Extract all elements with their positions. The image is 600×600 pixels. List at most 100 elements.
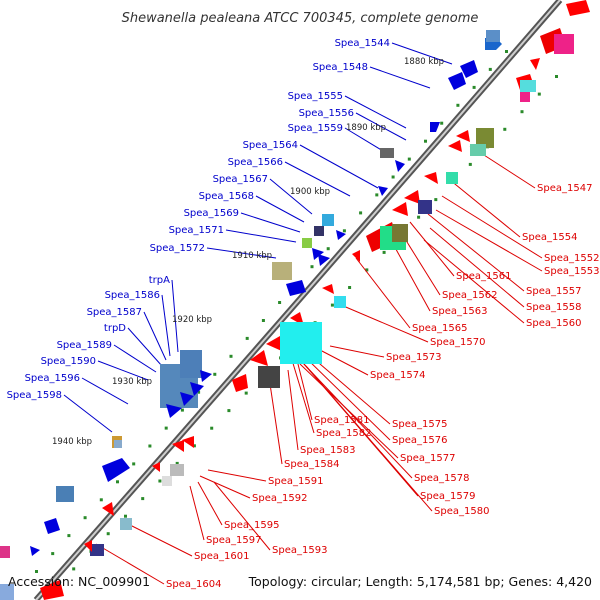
- gene-label[interactable]: Spea_1595: [224, 520, 279, 531]
- gene-arrow[interactable]: [395, 160, 405, 172]
- gene-arrow[interactable]: [180, 392, 194, 406]
- gene-label[interactable]: Spea_1593: [272, 545, 327, 556]
- gene-arrow[interactable]: [448, 72, 466, 90]
- gene-label[interactable]: Spea_1597: [206, 535, 261, 546]
- gene-arrow[interactable]: [456, 130, 470, 142]
- gene-label[interactable]: Spea_1574: [370, 370, 425, 381]
- gene-label[interactable]: Spea_1581: [314, 415, 369, 426]
- gene-label[interactable]: Spea_1587: [87, 307, 142, 318]
- gene-arrow[interactable]: [286, 280, 306, 296]
- gene-arrow[interactable]: [182, 436, 194, 448]
- gene-arrow[interactable]: [102, 458, 130, 482]
- gene-label[interactable]: Spea_1567: [213, 174, 268, 185]
- gene-label[interactable]: Spea_1586: [105, 290, 160, 301]
- gene-label[interactable]: Spea_1556: [299, 108, 354, 119]
- gene-arrow[interactable]: [250, 350, 268, 366]
- gene-box[interactable]: [0, 546, 10, 558]
- gene-box[interactable]: [170, 464, 184, 476]
- gene-arrow[interactable]: [448, 140, 462, 152]
- gene-arrow[interactable]: [40, 580, 64, 600]
- gene-label[interactable]: Spea_1572: [150, 243, 205, 254]
- gene-box[interactable]: [114, 440, 122, 448]
- gene-arrow[interactable]: [152, 462, 160, 472]
- gene-arrow[interactable]: [566, 0, 590, 16]
- gene-arrow[interactable]: [44, 518, 60, 534]
- gene-label[interactable]: Spea_1571: [169, 225, 224, 236]
- gene-label[interactable]: Spea_1604: [166, 579, 221, 590]
- gene-label[interactable]: Spea_1576: [392, 435, 447, 446]
- gene-label[interactable]: Spea_1559: [288, 123, 343, 134]
- gene-box[interactable]: [302, 238, 312, 248]
- gene-label[interactable]: Spea_1558: [526, 302, 581, 313]
- gene-label[interactable]: Spea_1579: [420, 491, 475, 502]
- gene-arrow[interactable]: [232, 374, 248, 392]
- gene-label[interactable]: Spea_1554: [522, 232, 577, 243]
- gene-label[interactable]: Spea_1582: [316, 428, 371, 439]
- gene-box[interactable]: [380, 148, 394, 158]
- gene-arrow[interactable]: [378, 186, 388, 196]
- gene-arrow[interactable]: [318, 254, 330, 266]
- gene-label[interactable]: Spea_1575: [392, 419, 447, 430]
- gene-label[interactable]: Spea_1580: [434, 506, 489, 517]
- gene-box[interactable]: [258, 366, 280, 388]
- gene-arrow[interactable]: [430, 122, 440, 132]
- gene-box[interactable]: [322, 214, 334, 226]
- gene-label[interactable]: Spea_1589: [57, 340, 112, 351]
- gene-label[interactable]: Spea_1592: [252, 493, 307, 504]
- gene-box[interactable]: [476, 128, 494, 148]
- gene-box[interactable]: [486, 30, 500, 42]
- gene-box[interactable]: [0, 584, 14, 600]
- gene-label[interactable]: Spea_1584: [284, 459, 339, 470]
- gene-box[interactable]: [162, 476, 172, 486]
- gene-label[interactable]: Spea_1552: [544, 253, 599, 264]
- gene-arrow[interactable]: [404, 190, 420, 204]
- gene-label[interactable]: Spea_1544: [335, 38, 390, 49]
- gene-arrow[interactable]: [30, 546, 40, 556]
- gene-box[interactable]: [180, 350, 202, 378]
- gene-label[interactable]: trpD: [104, 323, 126, 334]
- gene-arrow[interactable]: [322, 284, 334, 294]
- gene-arrow[interactable]: [172, 440, 184, 452]
- gene-box[interactable]: [520, 80, 536, 92]
- gene-arrow[interactable]: [102, 502, 114, 516]
- gene-label[interactable]: Spea_1560: [526, 318, 581, 329]
- gene-label[interactable]: Spea_1590: [41, 356, 96, 367]
- gene-box[interactable]: [120, 518, 132, 530]
- gene-arrow[interactable]: [392, 202, 408, 216]
- gene-box[interactable]: [554, 34, 574, 54]
- gene-arrow[interactable]: [424, 172, 438, 184]
- gene-box[interactable]: [314, 226, 324, 236]
- gene-label[interactable]: Spea_1557: [526, 286, 581, 297]
- gene-label[interactable]: trpA: [149, 275, 170, 286]
- gene-label[interactable]: Spea_1564: [243, 140, 298, 151]
- gene-box[interactable]: [272, 262, 292, 280]
- gene-box[interactable]: [418, 200, 432, 214]
- gene-label[interactable]: Spea_1565: [412, 323, 467, 334]
- gene-box[interactable]: [280, 322, 322, 364]
- gene-arrow[interactable]: [336, 230, 346, 240]
- gene-label[interactable]: Spea_1548: [313, 62, 368, 73]
- gene-arrow[interactable]: [352, 250, 360, 262]
- gene-label[interactable]: Spea_1578: [414, 473, 469, 484]
- gene-arrow[interactable]: [190, 382, 204, 396]
- gene-label[interactable]: Spea_1601: [194, 551, 249, 562]
- gene-arrow[interactable]: [84, 540, 92, 552]
- gene-arrow[interactable]: [266, 336, 284, 352]
- gene-label[interactable]: Spea_1555: [288, 91, 343, 102]
- gene-label[interactable]: Spea_1547: [537, 183, 592, 194]
- gene-label[interactable]: Spea_1583: [300, 445, 355, 456]
- gene-label[interactable]: Spea_1570: [430, 337, 485, 348]
- gene-box[interactable]: [334, 296, 346, 308]
- gene-label[interactable]: Spea_1598: [7, 390, 62, 401]
- gene-label[interactable]: Spea_1573: [386, 352, 441, 363]
- gene-label[interactable]: Spea_1591: [268, 476, 323, 487]
- gene-label[interactable]: Spea_1596: [25, 373, 80, 384]
- gene-label[interactable]: Spea_1566: [228, 157, 283, 168]
- gene-box[interactable]: [520, 92, 530, 102]
- gene-arrow[interactable]: [166, 404, 182, 418]
- gene-box[interactable]: [446, 172, 458, 184]
- gene-label[interactable]: Spea_1562: [442, 290, 497, 301]
- gene-box[interactable]: [470, 144, 486, 156]
- gene-label[interactable]: Spea_1553: [544, 266, 599, 277]
- gene-label[interactable]: Spea_1563: [432, 306, 487, 317]
